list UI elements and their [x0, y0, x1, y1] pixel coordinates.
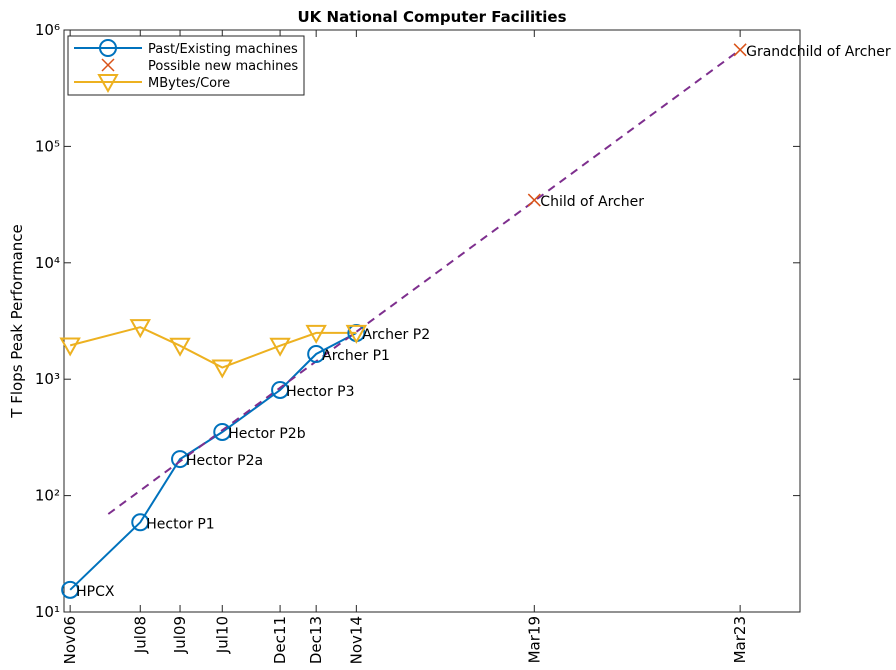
y-tick-label: 10¹ — [35, 603, 60, 621]
point-label: Child of Archer — [540, 194, 644, 210]
marker-triangle — [59, 337, 81, 357]
marker-x — [733, 43, 747, 57]
series-line — [69, 332, 357, 591]
marker-triangle — [97, 74, 119, 94]
legend: Past/Existing machines Possible new machi… — [67, 35, 305, 96]
marker-circle — [99, 39, 117, 57]
marker-circle — [61, 580, 80, 599]
x-tick-label: Nov06 — [61, 616, 79, 664]
marker-triangle — [269, 337, 291, 357]
series-line — [69, 326, 357, 369]
y-tick-label: 10² — [35, 487, 60, 505]
chart-title: UK National Computer Facilities — [297, 8, 566, 26]
marker-x — [527, 193, 541, 207]
legend-label: Past/Existing machines — [148, 42, 298, 57]
marker-triangle — [169, 337, 191, 357]
point-label: Archer P2 — [362, 327, 430, 343]
point-label: Hector P1 — [146, 516, 214, 532]
marker-circle — [171, 450, 190, 469]
x-tick-label: Jul10 — [213, 616, 231, 654]
point-label: Grandchild of Archer — [746, 44, 891, 60]
marker-triangle — [345, 324, 368, 344]
marker-triangle — [211, 359, 233, 379]
x-tick-label: Jul08 — [131, 616, 149, 654]
marker-circle — [271, 380, 290, 399]
x-tick-label: Dec13 — [307, 616, 325, 664]
marker-circle — [131, 513, 150, 532]
legend-label: Possible new machines — [148, 59, 298, 74]
y-axis-label: T Flops Peak Performance — [8, 224, 26, 418]
y-tick-label: 10⁴ — [35, 254, 60, 272]
legend-label: MBytes/Core — [148, 76, 230, 91]
marker-triangle — [129, 319, 151, 339]
point-label: HPCX — [76, 584, 115, 600]
x-tick-label: Mar23 — [731, 616, 749, 663]
y-tick-label: 10⁵ — [35, 137, 60, 155]
x-tick-label: Dec11 — [271, 616, 289, 664]
marker-x — [101, 58, 115, 72]
point-label: Archer P1 — [322, 348, 390, 364]
point-label: Hector P3 — [286, 384, 354, 400]
x-tick-label: Mar19 — [525, 616, 543, 663]
point-label: Hector P2a — [186, 453, 263, 469]
y-tick-label: 10³ — [35, 370, 60, 388]
point-label: Hector P2b — [228, 426, 305, 442]
x-tick-label: Nov14 — [347, 616, 365, 664]
y-tick-label: 10⁶ — [35, 21, 60, 39]
trend-line — [107, 48, 741, 515]
x-tick-label: Jul09 — [171, 616, 189, 654]
marker-triangle — [305, 324, 327, 344]
plot-area — [63, 29, 801, 613]
marker-circle — [213, 422, 232, 441]
marker-circle — [307, 345, 326, 364]
